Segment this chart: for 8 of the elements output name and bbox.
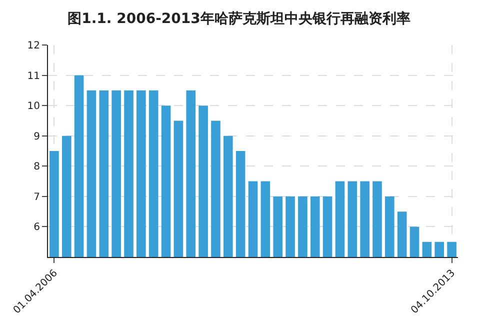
y-tick-label: 8 — [34, 162, 40, 173]
y-tick-label: 6 — [34, 222, 40, 234]
y-tick-label: 10 — [27, 101, 40, 112]
y-tick-label: 11 — [27, 70, 40, 82]
y-tick-label: 9 — [34, 131, 40, 142]
y-tick-label: 12 — [27, 40, 40, 52]
chart-title: 图1.1. 2006-2013年哈萨克斯坦中央银行再融资利率 — [68, 10, 410, 28]
y-tick-label: 7 — [34, 192, 40, 203]
